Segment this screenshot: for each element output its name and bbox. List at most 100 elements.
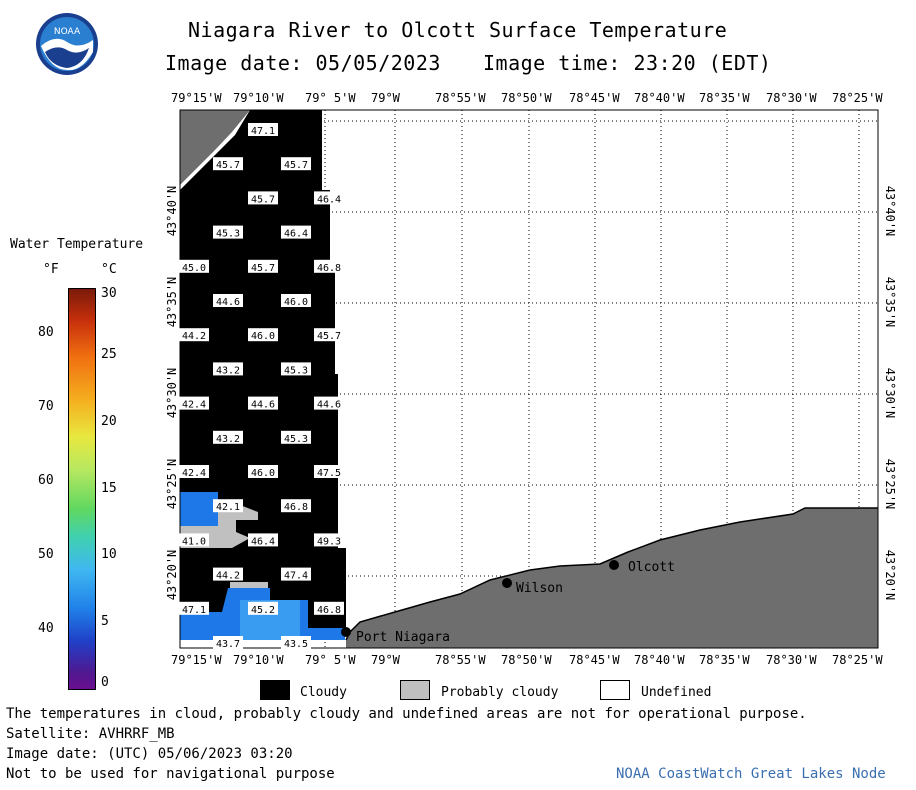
temp-label: 42.4 [182, 468, 206, 479]
legend-swatch-undefined [600, 680, 630, 700]
temp-label: 45.7 [251, 194, 275, 205]
lat-tick-label: 43°35'N [883, 276, 897, 328]
temp-label: 46.0 [251, 331, 275, 342]
temp-label: 44.6 [216, 297, 240, 308]
footer-disclaimer: The temperatures in cloud, probably clou… [6, 706, 807, 722]
lat-tick-label: 43°40'N [883, 185, 897, 237]
temp-label: 46.0 [251, 468, 275, 479]
lon-tick-label: 78°25'W [832, 91, 883, 105]
lon-tick-label: 78°35'W [699, 653, 750, 667]
temp-label-bg [179, 601, 209, 615]
colorbar-title: Water Temperature [10, 237, 144, 252]
temp-label-bg [248, 533, 278, 547]
colorbar-unit-f: °F [43, 262, 59, 277]
temp-label: 46.4 [284, 229, 308, 240]
temp-label-bg [281, 157, 311, 171]
colorbar-f-tick: 50 [38, 547, 54, 562]
image-date: Image date: 05/05/2023 [165, 51, 441, 75]
temp-label-bg [213, 567, 243, 581]
temp-label: 43.2 [216, 365, 240, 376]
temp-label-bg [213, 294, 243, 307]
legend-label-cloudy: Cloudy [300, 685, 347, 700]
temp-label: 41.0 [182, 536, 206, 547]
temp-label: 45.0 [182, 263, 206, 274]
temp-label: 47.5 [317, 468, 341, 479]
temp-label: 46.8 [317, 263, 341, 274]
temp-label-bg [213, 636, 243, 649]
lon-tick-label: 78°45'W [569, 653, 620, 667]
temp-label-bg [281, 430, 311, 444]
place-port-niagara: Port Niagara [356, 630, 450, 645]
map-border [179, 109, 879, 649]
temp-label-bg [248, 396, 278, 410]
temp-label: 45.2 [251, 605, 275, 616]
temp-label-bg [179, 328, 209, 342]
colorbar-c-tick: 25 [101, 347, 117, 362]
lat-tick-label: 43°35'N [165, 276, 179, 328]
lon-tick-label: 79° 5'W [305, 653, 356, 667]
temp-label: 42.4 [182, 400, 206, 411]
lat-tick-label: 43°40'N [165, 185, 179, 237]
lon-tick-label: 79°15'W [171, 91, 222, 105]
wilson-marker [502, 578, 512, 588]
lat-tick-label: 43°30'N [165, 367, 179, 419]
footer-satellite: Satellite: AVHRRF_MB [6, 726, 175, 742]
colorbar-c-tick: 0 [101, 675, 109, 690]
temp-label-bg [314, 601, 344, 615]
place-wilson: Wilson [516, 581, 563, 596]
colorbar-f-tick: 40 [38, 621, 54, 636]
colorbar-c-tick: 15 [101, 481, 117, 496]
temp-label-bg [248, 601, 278, 615]
temp-label: 46.8 [317, 605, 341, 616]
colorbar [68, 288, 96, 690]
temperature-map: 47.1 45.7 45.7 45.7 46.4 45.3 46.4 45.0 45.7 46.8… [179, 109, 879, 650]
temp-label-bg [314, 396, 344, 410]
temp-label-bg [281, 636, 311, 649]
temperature-labels: 47.1 45.7 45.7 45.7 46.4 45.3 46.4 45.0 45.7 46.8… [179, 123, 344, 650]
temp-label-bg [281, 362, 311, 376]
colorbar-f-tick: 80 [38, 325, 54, 340]
temp-label: 46.4 [251, 536, 275, 547]
lon-tick-label: 78°50'W [501, 91, 552, 105]
temp-label: 46.4 [317, 194, 341, 205]
temp-label-bg [281, 294, 311, 307]
lon-tick-label: 78°30'W [766, 91, 817, 105]
temp-label: 44.6 [317, 400, 341, 411]
colorbar-c-tick: 5 [101, 614, 109, 629]
land-canada [180, 110, 250, 185]
temp-label-bg [314, 259, 344, 273]
lon-tick-label: 79° 5'W [305, 91, 356, 105]
temp-label-bg [314, 328, 344, 342]
colorbar-f-tick: 60 [38, 473, 54, 488]
lat-tick-label: 43°30'N [883, 367, 897, 419]
svg-text:NOAA: NOAA [54, 27, 81, 37]
lon-tick-label: 78°55'W [435, 653, 486, 667]
lon-tick-label: 78°55'W [435, 91, 486, 105]
lon-tick-label: 79°10'W [233, 653, 284, 667]
lon-tick-label: 79°10'W [233, 91, 284, 105]
lon-tick-label: 78°35'W [699, 91, 750, 105]
temp-label-bg [248, 328, 278, 342]
legend-swatch-cloudy [260, 680, 290, 700]
temp-label-bg [179, 465, 209, 478]
temp-label: 45.3 [284, 365, 308, 376]
legend-swatch-probably-cloudy [400, 680, 430, 700]
colorbar-f-tick: 70 [38, 399, 54, 414]
temp-label-bg [314, 465, 344, 478]
temp-label-bg [281, 499, 311, 513]
shoreline [345, 507, 878, 641]
temp-label-bg [213, 362, 243, 376]
temp-label: 45.3 [284, 434, 308, 445]
temp-label: 47.1 [251, 126, 275, 137]
lat-tick-label: 43°20'N [165, 549, 179, 601]
temp-label-bg [314, 191, 344, 205]
legend-label-probably-cloudy: Probably cloudy [441, 685, 559, 700]
temp-label-bg [281, 225, 311, 239]
lon-tick-label: 79°15'W [171, 653, 222, 667]
temp-label: 45.7 [317, 331, 341, 342]
lon-tick-label: 78°30'W [766, 653, 817, 667]
temp-label: 43.5 [284, 639, 308, 650]
footer-utc-date: Image date: (UTC) 05/06/2023 03:20 [6, 746, 293, 762]
colorbar-c-tick: 20 [101, 414, 117, 429]
temp-label-bg [179, 259, 209, 273]
